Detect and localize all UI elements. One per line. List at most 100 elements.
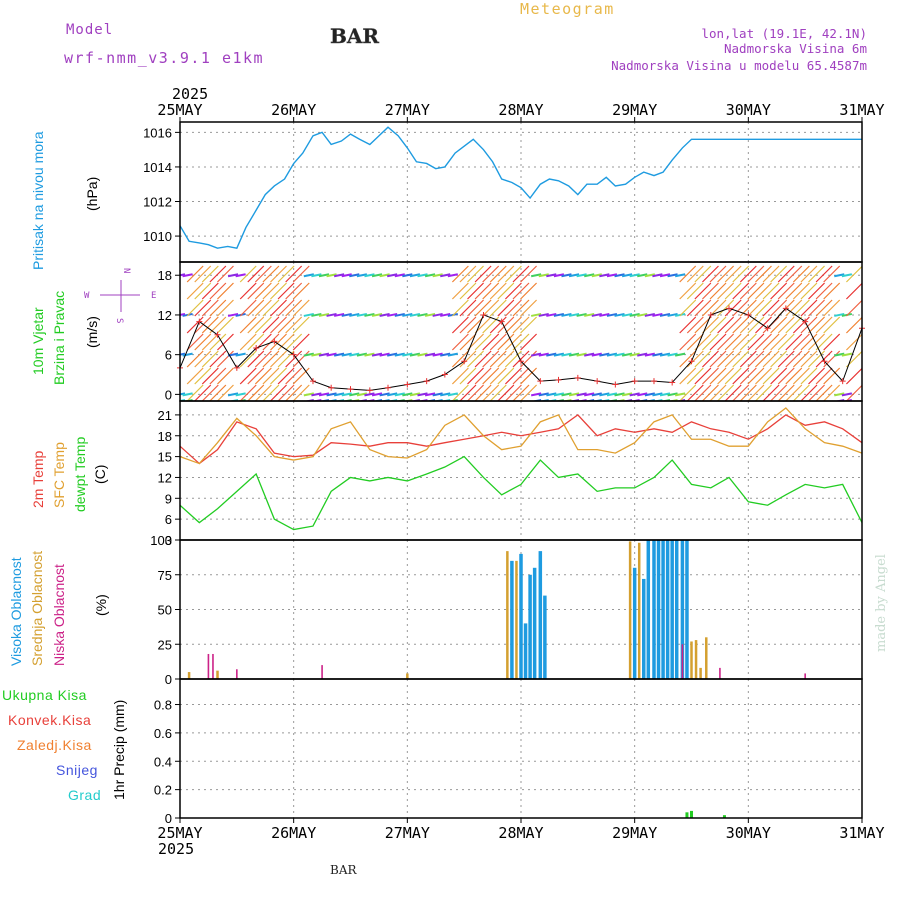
wind-barb bbox=[755, 299, 772, 317]
wind-barb bbox=[180, 273, 186, 277]
wind-barb bbox=[504, 333, 522, 351]
cloud-bar-mid bbox=[705, 637, 708, 679]
ytick-label: 0.2 bbox=[154, 783, 172, 798]
wind-barb bbox=[402, 312, 413, 317]
wind-barb bbox=[318, 392, 330, 397]
wind-barb bbox=[808, 299, 825, 317]
wind-barb bbox=[770, 350, 788, 368]
ytick-label: 75 bbox=[158, 568, 172, 583]
cloud-bar-high bbox=[543, 595, 547, 679]
wind-barb bbox=[217, 333, 234, 351]
wind-barb bbox=[724, 265, 742, 283]
wind-barb bbox=[561, 392, 572, 397]
wind-barb bbox=[349, 312, 360, 317]
legend-konvek: Konvek.Kisa bbox=[8, 712, 91, 728]
wind-speed-marker bbox=[404, 381, 411, 388]
top-tick-label: 30MAY bbox=[726, 101, 771, 119]
wind-barb bbox=[440, 273, 451, 278]
legend-grad: Grad bbox=[68, 787, 101, 803]
wind-speed-marker bbox=[423, 378, 430, 385]
wind-barb bbox=[239, 299, 257, 317]
wind-barb bbox=[201, 333, 219, 351]
wind-barb bbox=[800, 316, 818, 334]
wind-barb bbox=[659, 352, 671, 357]
cloud-bar-high bbox=[656, 540, 661, 679]
wind-barb bbox=[702, 316, 719, 334]
wind-barb bbox=[227, 273, 239, 278]
wind-barb bbox=[755, 367, 772, 385]
wind-barb bbox=[201, 265, 219, 283]
wind-barb bbox=[201, 350, 219, 368]
top-tick-label: 25MAY bbox=[157, 101, 202, 119]
wind-speed-marker bbox=[347, 386, 354, 393]
wind-barb bbox=[186, 384, 204, 401]
wind-speed-marker bbox=[612, 381, 619, 388]
wind-barb bbox=[770, 265, 788, 283]
wind-speed-marker bbox=[669, 379, 676, 386]
wind-barb bbox=[770, 384, 788, 401]
wind-barb bbox=[841, 273, 853, 278]
cloud-bar-low bbox=[212, 653, 214, 679]
wind-barb bbox=[459, 282, 477, 300]
model-elevation-text: Nadmorska Visina u modelu 65.4587m bbox=[611, 58, 867, 73]
wind-barb bbox=[530, 352, 542, 357]
pressure-unit: (hPa) bbox=[84, 177, 100, 211]
wind-barb bbox=[702, 282, 719, 300]
year-top: 2025 bbox=[172, 85, 208, 103]
wind-barb bbox=[394, 392, 405, 397]
wind-barb bbox=[409, 392, 421, 397]
wind-barb bbox=[447, 352, 458, 357]
wind-barb bbox=[732, 367, 750, 385]
wind-barb bbox=[209, 265, 227, 283]
wind-barb bbox=[409, 352, 421, 357]
wind-barb bbox=[520, 282, 538, 300]
wind-barb bbox=[686, 333, 704, 351]
wind-barb bbox=[417, 312, 428, 317]
dew-label: dewpt Temp bbox=[72, 437, 88, 512]
ytick-label: 12 bbox=[158, 308, 172, 323]
wind-barb bbox=[674, 352, 686, 357]
wind-barb bbox=[845, 265, 862, 283]
wind-barb bbox=[800, 350, 818, 368]
wind-barb bbox=[732, 265, 750, 283]
wind-barb bbox=[417, 392, 428, 397]
wind-barb bbox=[247, 384, 265, 401]
compass-rose: N S W E bbox=[84, 268, 156, 323]
wind-barb bbox=[739, 384, 757, 401]
wind-barb bbox=[194, 299, 212, 317]
cloud-bar-mid bbox=[694, 640, 698, 679]
wind-barb bbox=[792, 282, 810, 300]
wind-barb bbox=[724, 316, 742, 334]
cloud-bar-high bbox=[670, 540, 674, 679]
station-title: BAR bbox=[330, 24, 379, 48]
cloud-bar-low bbox=[804, 673, 806, 679]
wind-barb bbox=[815, 384, 833, 401]
ytick-label: 9 bbox=[165, 491, 172, 506]
wind-barb bbox=[614, 352, 625, 357]
wind-label-2: Brzina i Pravac bbox=[51, 291, 67, 385]
wind-barb bbox=[424, 352, 436, 357]
cloud-bar-mid bbox=[690, 641, 693, 679]
wind-barb bbox=[785, 367, 803, 385]
wind-barb bbox=[341, 392, 352, 397]
wind-barb bbox=[576, 352, 587, 357]
wind-barb bbox=[732, 282, 750, 300]
wind-barb bbox=[292, 316, 310, 334]
wind-barb bbox=[512, 265, 530, 283]
wind-barb bbox=[386, 392, 398, 397]
wind-barb bbox=[194, 282, 212, 300]
cloud-bar-mid bbox=[187, 672, 191, 679]
wind-barb bbox=[497, 384, 515, 401]
wind-barb bbox=[823, 282, 841, 300]
bottom-tick-label: 26MAY bbox=[271, 824, 316, 842]
wind-barb bbox=[674, 273, 686, 278]
top-axis-ticks: 25MAY 26MAY 27MAY 28MAY 29MAY 30MAY 31MAY bbox=[157, 101, 885, 122]
wind-barb bbox=[504, 316, 522, 334]
wind-barb bbox=[303, 352, 315, 357]
legend-zaledj: Zaledj.Kisa bbox=[17, 737, 92, 753]
wind-barb bbox=[186, 333, 204, 351]
wind-barb bbox=[614, 312, 625, 317]
wind-barb bbox=[504, 265, 522, 283]
wind-barb bbox=[568, 392, 580, 397]
wind-barb bbox=[739, 316, 757, 334]
